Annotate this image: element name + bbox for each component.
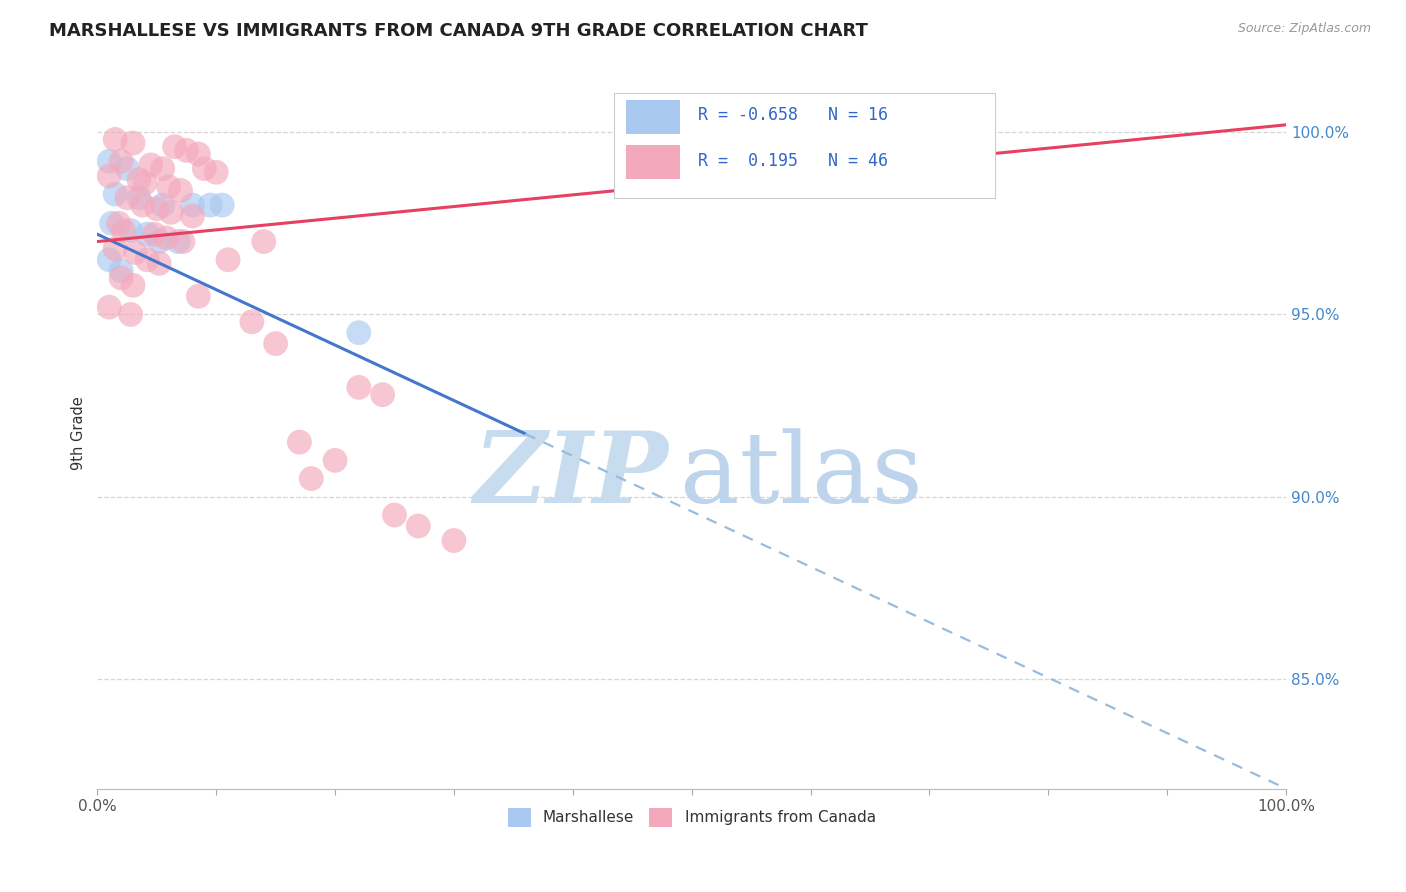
Point [211,198,233,212]
Point [115,191,138,205]
Point [384,508,406,522]
Point [264,336,287,351]
Point [155,231,177,245]
Point [136,227,159,242]
Point [104,132,127,146]
Point [110,271,132,285]
Point [100,216,122,230]
Text: atlas: atlas [679,428,922,524]
Point [104,187,127,202]
Point [347,380,370,394]
Point [217,252,239,267]
Point [134,176,156,190]
FancyBboxPatch shape [626,145,679,179]
Point [323,453,346,467]
Point [347,326,370,340]
Point [200,198,222,212]
Point [131,198,153,212]
Point [124,245,146,260]
Point [152,161,174,176]
Point [128,191,150,205]
Point [193,161,215,176]
Point [187,147,209,161]
Point [136,252,159,267]
Point [157,179,180,194]
Point [443,533,465,548]
Text: MARSHALLESE VS IMMIGRANTS FROM CANADA 9TH GRADE CORRELATION CHART: MARSHALLESE VS IMMIGRANTS FROM CANADA 9T… [49,22,868,40]
FancyBboxPatch shape [614,93,995,198]
Point [107,216,129,230]
Point [143,227,166,242]
Point [205,165,228,179]
Point [122,136,145,150]
Point [110,154,132,169]
Point [299,472,322,486]
Point [98,169,121,183]
Point [163,139,186,153]
Point [148,256,170,270]
Point [110,263,132,277]
FancyBboxPatch shape [626,100,679,135]
Point [98,154,121,169]
Point [112,224,135,238]
Y-axis label: 9th Grade: 9th Grade [72,396,86,470]
Point [253,235,276,249]
Point [167,235,190,249]
Point [98,300,121,314]
Point [98,252,121,267]
Point [181,209,204,223]
Point [160,205,183,219]
Point [120,224,142,238]
Point [176,144,198,158]
Text: ZIP: ZIP [472,427,668,524]
Point [139,158,162,172]
Point [371,387,394,401]
Text: R = -0.658   N = 16: R = -0.658 N = 16 [697,106,887,124]
Point [128,172,150,186]
Point [120,308,142,322]
Point [152,198,174,212]
Point [172,235,194,249]
Point [146,202,169,216]
Point [406,519,429,533]
Point [181,198,204,212]
Point [148,235,170,249]
Point [169,184,191,198]
Point [240,315,263,329]
Point [115,161,138,176]
Point [122,278,145,293]
Point [104,242,127,256]
Text: R =  0.195   N = 46: R = 0.195 N = 46 [697,152,887,169]
Legend: Marshallese, Immigrants from Canada: Marshallese, Immigrants from Canada [501,800,883,834]
Point [288,435,311,450]
Text: Source: ZipAtlas.com: Source: ZipAtlas.com [1237,22,1371,36]
Point [187,289,209,303]
